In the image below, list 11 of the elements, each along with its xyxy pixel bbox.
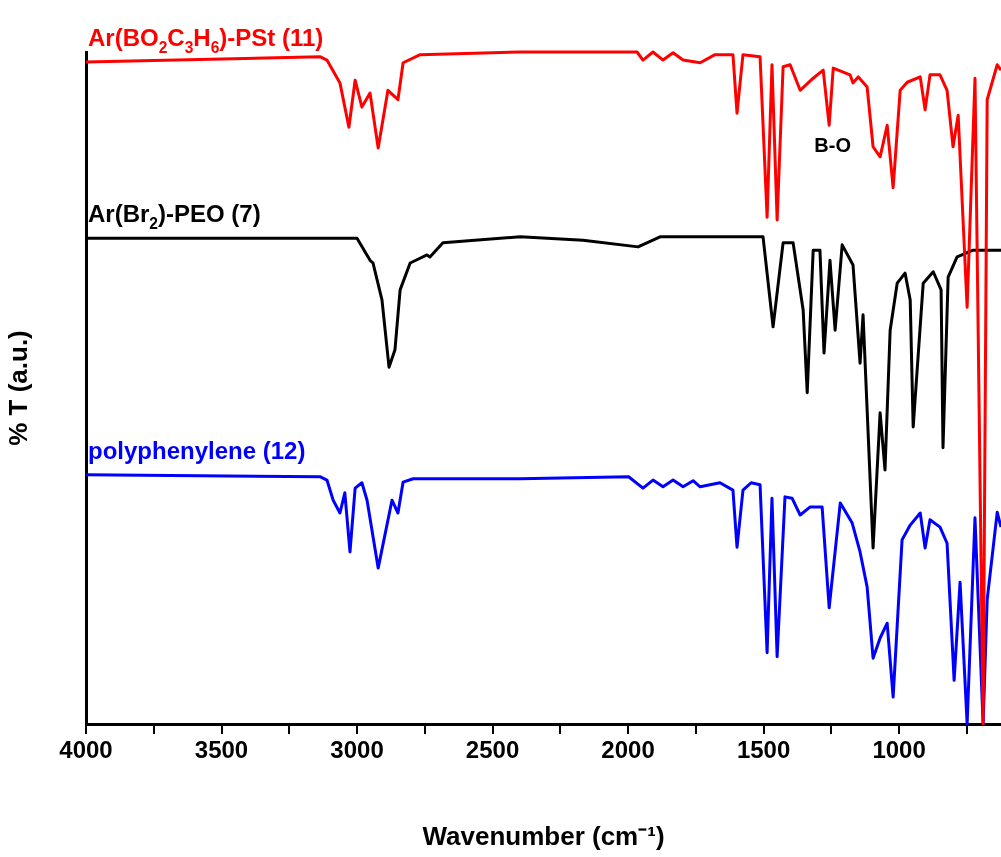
x-tick-label: 1500 xyxy=(736,736,791,764)
x-tick-label: 1000 xyxy=(872,736,926,764)
x-tick-label: 4000 xyxy=(59,736,113,764)
x-tick-label: 2000 xyxy=(601,736,655,764)
series-label: polyphenylene (12) xyxy=(88,436,306,464)
x-tick-label: 3500 xyxy=(194,736,249,764)
y-axis-title: % T (a.u.) xyxy=(2,330,33,446)
annotation: B-O xyxy=(814,134,851,156)
x-axis-title: Wavenumber (cm⁻¹) xyxy=(422,820,665,851)
x-tick-label: 3000 xyxy=(330,736,384,764)
x-tick-label: 2500 xyxy=(465,736,520,764)
